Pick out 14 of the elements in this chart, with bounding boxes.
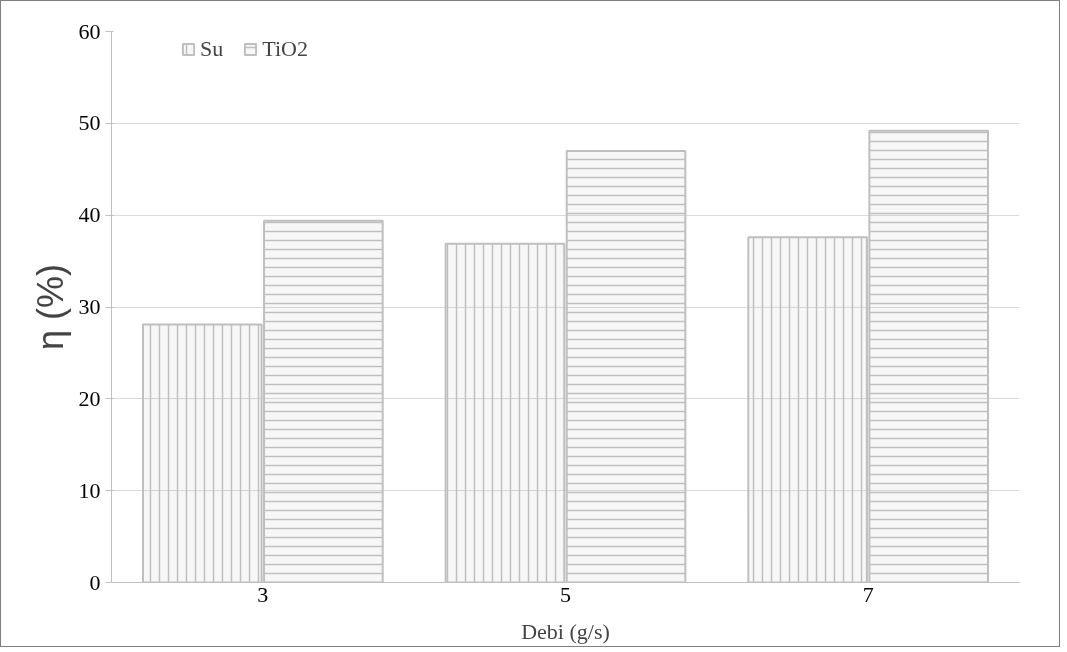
y-tick-label: 50: [78, 110, 101, 136]
legend-label: Su: [200, 36, 224, 62]
legend-label: TiO2: [262, 36, 308, 62]
x-axis-title: Debi (g/s): [521, 618, 610, 644]
x-tick-label: 7: [862, 581, 874, 607]
y-tick-label: 20: [78, 385, 101, 411]
y-tick-label: 30: [78, 294, 101, 319]
x-tick-label: 5: [560, 581, 571, 607]
y-axis-title: η (%): [29, 263, 71, 350]
y-tick-label: 10: [78, 477, 101, 503]
y-tick-label: 40: [78, 202, 101, 228]
y-tick-label: 60: [78, 18, 101, 44]
x-tick-label: 3: [257, 581, 269, 607]
y-tick-label: 0: [89, 569, 101, 595]
